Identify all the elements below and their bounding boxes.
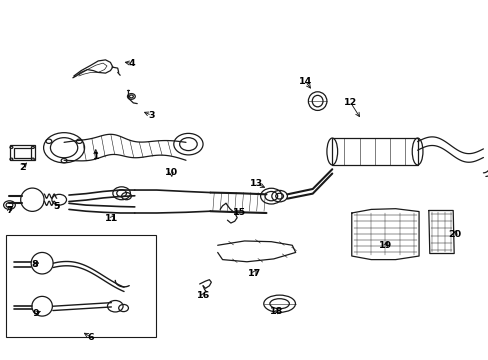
Text: 5: 5 (53, 202, 60, 211)
Text: 7: 7 (6, 206, 13, 215)
Text: 1: 1 (92, 152, 99, 161)
Text: 13: 13 (250, 179, 263, 188)
Text: 3: 3 (148, 111, 155, 120)
Text: 19: 19 (379, 241, 392, 250)
Bar (5, 235, 156, 337)
Text: 14: 14 (298, 77, 311, 86)
Text: 10: 10 (164, 168, 178, 177)
Text: 20: 20 (447, 230, 461, 239)
Text: 15: 15 (233, 208, 245, 217)
Text: 6: 6 (87, 333, 94, 342)
Text: 16: 16 (196, 291, 209, 300)
Text: 12: 12 (344, 98, 357, 107)
Text: 9: 9 (32, 309, 39, 318)
Text: 2: 2 (20, 163, 26, 172)
Text: 18: 18 (269, 307, 282, 316)
Bar (14, 148, 31, 158)
Text: 4: 4 (129, 59, 135, 68)
Text: 11: 11 (105, 214, 118, 223)
Text: 8: 8 (31, 260, 38, 269)
Bar (10, 145, 35, 160)
Text: 17: 17 (247, 269, 260, 278)
Bar (331, 138, 417, 165)
